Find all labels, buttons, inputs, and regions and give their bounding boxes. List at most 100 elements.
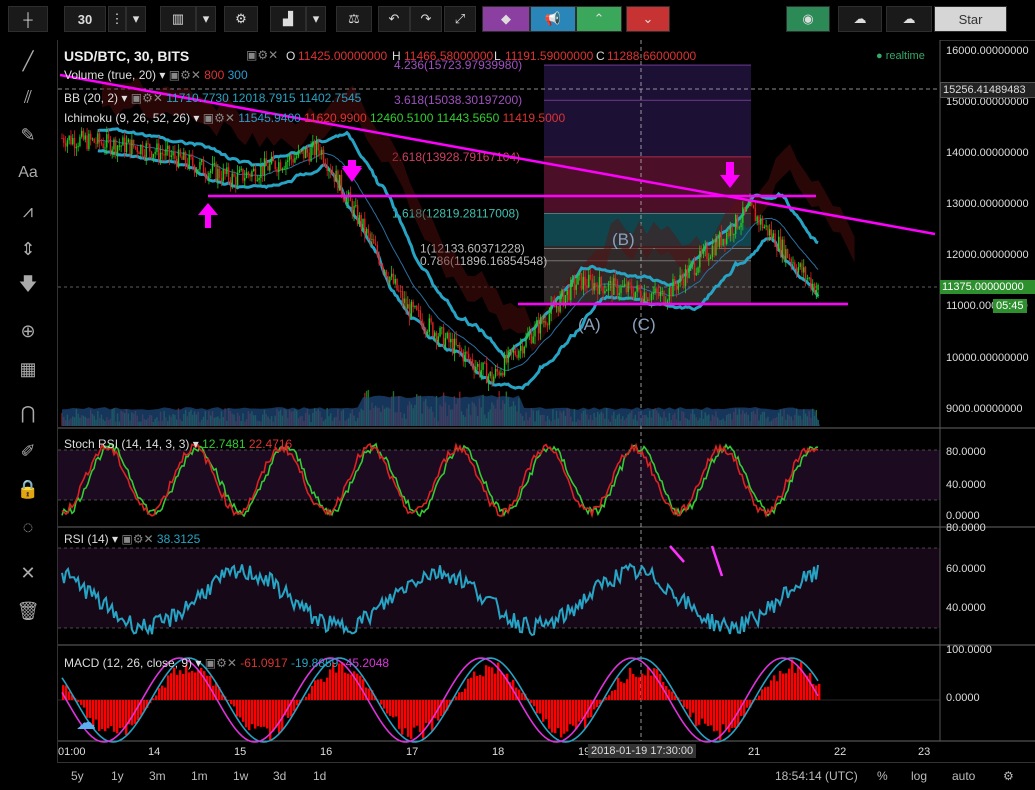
megaphone-icon[interactable]: 📢 (530, 6, 576, 32)
interval-button[interactable]: 30 (64, 6, 106, 32)
range-1w[interactable]: 1w (233, 769, 248, 783)
candle-body (88, 134, 89, 149)
macd-histogram-bar (278, 700, 280, 733)
candle-body (629, 282, 630, 285)
realtime-indicator: ● realtime (876, 50, 925, 62)
text-tool-icon[interactable]: Aa (10, 158, 46, 188)
candle-body (540, 317, 541, 333)
trash-icon[interactable]: 🗑 (10, 596, 46, 626)
candle-body (774, 233, 775, 246)
candle-body (464, 352, 465, 362)
symbol-title[interactable]: USD/BTC, 30, BITS (64, 48, 189, 64)
candle-body (378, 254, 379, 264)
candle-body (171, 155, 172, 157)
compare-scale-icon[interactable]: ⚖ (336, 6, 372, 32)
candle-body (592, 279, 593, 291)
indicators-icon[interactable]: ▟ (270, 6, 306, 32)
downvote-icon[interactable]: ⌄ (626, 6, 670, 32)
time-axis[interactable]: 01:0014151617181920212223 (58, 744, 940, 760)
candle-body (739, 227, 740, 228)
arrow-down-icon[interactable]: 🡇 (10, 272, 46, 302)
stay-drawing-icon[interactable]: ✐ (10, 436, 46, 466)
bb-legend[interactable]: BB (20, 2) ▾ ▣⚙✕ 11710.7730 12018.7915 1… (64, 91, 361, 105)
macd-histogram-bar (695, 700, 697, 726)
settings-gear-icon[interactable]: ⚙ (1003, 769, 1014, 783)
candle-body (167, 146, 168, 149)
magnet-icon[interactable]: ⋂ (10, 398, 46, 428)
zoom-icon[interactable]: ⊕ (10, 316, 46, 346)
measure-icon[interactable]: ⇕ (10, 234, 46, 264)
ruler-icon[interactable]: ▦ (10, 354, 46, 384)
stoch-legend[interactable]: Stoch RSI (14, 14, 3, 3) ▾ 12.7481 22.47… (64, 437, 292, 451)
candle-body (568, 289, 569, 300)
range-1m[interactable]: 1m (191, 769, 208, 783)
chart-canvas[interactable]: 4.236(15723.97939980)3.618(15038.3019720… (58, 40, 1035, 762)
candle-body (65, 143, 66, 146)
auto-toggle[interactable]: auto (952, 769, 975, 783)
legend-controls-icon: ▣⚙✕ (169, 68, 201, 82)
range-3m[interactable]: 3m (149, 769, 166, 783)
lock-icon[interactable]: 🔒 (10, 474, 46, 504)
range-3d[interactable]: 3d (273, 769, 286, 783)
chevron-down-icon[interactable]: ▾ (306, 6, 326, 32)
fullscreen-icon[interactable]: ⤢ (444, 6, 476, 32)
cloud-download-icon[interactable]: ☁ (838, 6, 882, 32)
candle-body (706, 246, 707, 259)
log-toggle[interactable]: log (911, 769, 927, 783)
macd-histogram-bar (188, 672, 190, 700)
candle-body (233, 173, 234, 176)
price-tick: 10000.00000000 (946, 352, 1035, 364)
candle-body (613, 278, 614, 295)
utc-clock[interactable]: 18:54:14 (UTC) (775, 769, 858, 783)
more-icon[interactable]: ⋮ (108, 6, 126, 32)
candles-icon[interactable]: ▥ (160, 6, 196, 32)
undo-icon[interactable]: ↶ (378, 6, 410, 32)
settings-gear-icon[interactable]: ⚙ (224, 6, 258, 32)
candle-body (681, 275, 682, 279)
candle-body (269, 164, 270, 171)
ichimoku-legend[interactable]: Ichimoku (9, 26, 52, 26) ▾ ▣⚙✕ 11545.940… (64, 111, 565, 125)
rsi-legend[interactable]: RSI (14) ▾ ▣⚙✕ 38.3125 (64, 532, 200, 546)
range-5y[interactable]: 5y (71, 769, 84, 783)
candle-body (792, 262, 793, 263)
pattern-icon[interactable]: ⩘ (10, 196, 46, 226)
candle-body (477, 364, 478, 367)
macd-histogram-bar (656, 669, 658, 700)
stoch-tick: 80.0000 (946, 446, 1035, 458)
candle-body (448, 333, 449, 342)
stoch-v1: 12.7481 (202, 437, 245, 451)
candle-body (472, 359, 473, 366)
redo-icon[interactable]: ↷ (410, 6, 442, 32)
trendline-icon[interactable]: ╱ (10, 46, 46, 76)
macd-histogram-bar (725, 700, 727, 729)
hide-icon[interactable]: ◌ (10, 512, 46, 542)
brush-icon[interactable]: ✎ (10, 120, 46, 150)
crosshair-tool-button[interactable]: ┼ (8, 6, 48, 32)
candle-body (248, 172, 249, 174)
legend-controls-icon[interactable]: ▣⚙✕ (246, 48, 278, 62)
range-1y[interactable]: 1y (111, 769, 124, 783)
candle-body (271, 157, 272, 164)
channel-icon[interactable]: ⫽ (10, 82, 46, 112)
star-button[interactable]: Star (934, 6, 1007, 32)
percent-toggle[interactable]: % (877, 769, 888, 783)
candle-body (679, 275, 680, 282)
volume-legend[interactable]: Volume (true, 20) ▾ ▣⚙✕ 800 300 (64, 68, 248, 82)
macd-histogram-bar (386, 700, 388, 713)
candle-body (721, 232, 722, 245)
top-toolbar: ┼ 30 ⋮ ▾ ▥ ▾ ⚙ ▟ ▾ ⚖ ↶ ↷ ⤢ ◆ 📢 ⌃ ⌄ ◉ ☁ ☁… (0, 0, 1035, 41)
camera-icon[interactable]: ◉ (786, 6, 830, 32)
cloud-upload-icon[interactable]: ☁ (886, 6, 932, 32)
chevron-down-icon[interactable]: ▾ (126, 6, 146, 32)
candle-body (85, 135, 86, 139)
cube-icon[interactable]: ◆ (482, 6, 530, 32)
upvote-icon[interactable]: ⌃ (576, 6, 622, 32)
tools-icon[interactable]: ✕ (10, 558, 46, 588)
macd-legend[interactable]: MACD (12, 26, close, 9) ▾ ▣⚙✕ -61.0917 -… (64, 656, 389, 670)
range-1d[interactable]: 1d (313, 769, 326, 783)
candle-body (296, 157, 297, 158)
macd-histogram-bar (641, 674, 643, 700)
candle-body (174, 152, 175, 159)
chevron-down-icon[interactable]: ▾ (196, 6, 216, 32)
candle-body (567, 289, 568, 295)
